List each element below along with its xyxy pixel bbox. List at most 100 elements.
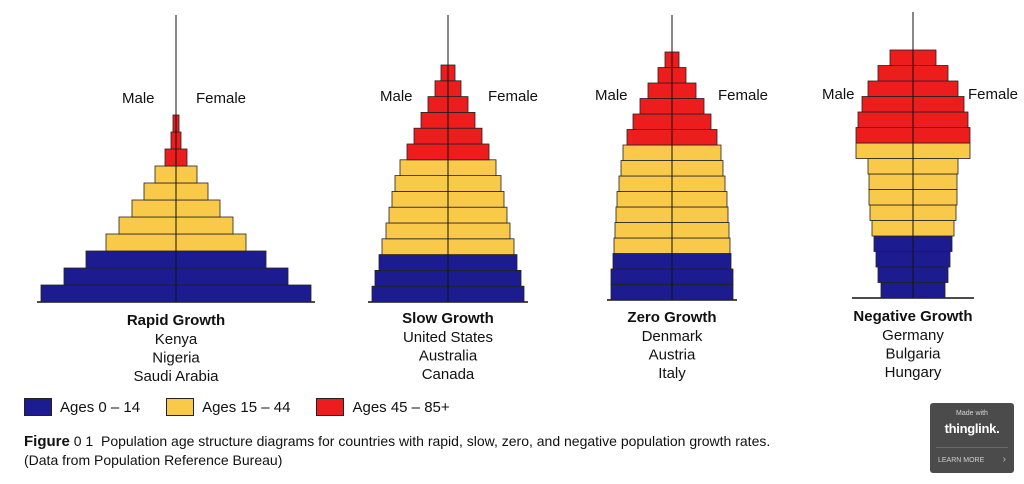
pyramid-bar-female (671, 113, 712, 130)
figure-number: 0 1 (73, 433, 94, 449)
pyramid-bar-male (632, 113, 673, 130)
pyramid-bar-male (615, 206, 673, 223)
country-label: Australia (419, 348, 478, 365)
pyramid-bar-male (664, 51, 673, 68)
country-label: Italy (658, 365, 686, 382)
pyramid-bar-male (170, 131, 177, 150)
pyramid-bar-female (912, 266, 949, 283)
pyramid-bar-male (131, 199, 177, 218)
pyramid-bar-male (889, 49, 914, 66)
pyramid-title: Zero Growth (627, 309, 716, 326)
pyramid-bar-male (118, 216, 177, 235)
pyramid-bar-female (447, 143, 490, 161)
pyramid-bar-male (164, 148, 177, 167)
pyramid-bar-female (447, 96, 469, 113)
thinglink-badge[interactable]: Made with thinglink. LEARN MORE › (930, 403, 1014, 473)
country-label: Saudi Arabia (133, 368, 219, 385)
figure-label: Figure (24, 433, 70, 450)
pyramid-bar-female (912, 204, 957, 221)
pyramid-bar-male (855, 142, 914, 159)
figure-caption-text: Population age structure diagrams for co… (24, 433, 771, 468)
pyramid-bar-male (873, 235, 914, 252)
legend-label-adult: Ages 15 – 44 (202, 398, 291, 416)
female-label: Female (488, 88, 538, 105)
pyramid-bar-female (175, 131, 182, 150)
pyramid-bar-male (620, 160, 673, 177)
pyramid-title: Negative Growth (853, 308, 972, 325)
pyramid-bar-male (394, 175, 449, 192)
pyramid-bar-female (447, 159, 497, 177)
badge-learn-more[interactable]: LEARN MORE (938, 457, 985, 464)
country-label: Nigeria (152, 350, 200, 367)
pyramid-bar-male (877, 266, 914, 283)
pyramid-bar-male (867, 80, 914, 97)
pyramid-bar-female (447, 190, 505, 208)
pyramid-bar-female (175, 199, 221, 218)
pyramid-bar-female (671, 175, 726, 192)
pyramid-bar-male (868, 173, 914, 190)
pyramid-bar-male (371, 285, 449, 303)
pyramid-bar-female (175, 182, 209, 201)
pyramid-bar-male (616, 191, 673, 208)
pyramid-bar-female (447, 127, 483, 145)
male-label: Male (380, 88, 413, 105)
pyramid-bar-male (381, 238, 449, 256)
badge-brand: thinglink. (944, 421, 1000, 436)
country-label: Denmark (642, 328, 703, 345)
pyramid-bar-male (391, 190, 449, 208)
pyramid-bar-female (671, 191, 728, 208)
legend-swatch-young (24, 398, 52, 416)
pyramid-bar-female (912, 80, 959, 97)
pyramid-bar-male (613, 237, 673, 254)
pyramid-bar-female (175, 233, 247, 252)
pyramid-bar-female (671, 253, 732, 270)
country-label: Canada (422, 366, 475, 383)
pyramid-bar-male (880, 282, 914, 299)
pyramid-bar-female (447, 64, 456, 82)
pyramid-bar-female (671, 237, 731, 254)
pyramid-bar-female (175, 267, 289, 286)
pyramid-bar-female (671, 129, 718, 146)
country-label: Austria (649, 347, 696, 364)
pyramid-bar-female (671, 268, 734, 285)
pyramid-charts: Male Female Rapid Growth Kenya NigeriaSaudi … (37, 12, 1018, 385)
pyramid-bar-female (671, 284, 734, 301)
pyramid-bar-male (871, 220, 914, 237)
male-label: Male (822, 86, 855, 103)
pyramid-bar-female (912, 220, 955, 237)
country-label: Germany (882, 327, 944, 344)
pyramid-bar-male (861, 96, 914, 113)
pyramid-bar-male (154, 165, 177, 184)
pyramid-bar-male (877, 65, 914, 82)
pyramid-bar-male (388, 206, 449, 224)
pyramid-bar-female (447, 285, 525, 303)
pyramid-bar-female (447, 175, 502, 192)
pyramid-bar-female (912, 282, 946, 299)
pyramid-bar-male (434, 80, 449, 98)
pyramid-bar-male (657, 67, 673, 84)
pyramid-bar-male (399, 159, 449, 177)
badge-divider (936, 447, 1008, 448)
pyramid-bar-female (175, 165, 198, 184)
pyramid-bar-female (447, 112, 476, 129)
pyramid-bar-male (639, 98, 673, 115)
pyramid-bar-female (912, 235, 953, 252)
legend-label-young: Ages 0 – 14 (60, 398, 141, 416)
pyramid-bar-female (671, 98, 705, 115)
pyramid-bar-male (406, 143, 449, 161)
legend: Ages 0 – 14 Ages 15 – 44 Ages 45 – 85+ (24, 398, 476, 416)
female-label: Female (196, 90, 246, 107)
pyramid-bar-female (671, 67, 687, 84)
female-label: Female (718, 87, 768, 104)
country-label: Bulgaria (885, 346, 941, 363)
pyramid-bar-female (447, 238, 515, 256)
pyramid-bar-female (912, 158, 959, 175)
pyramid-bar-female (671, 144, 722, 161)
pyramid-bar-male (869, 204, 914, 221)
pyramid-bar-female (447, 206, 508, 224)
pyramid-bar-female (447, 80, 462, 98)
pyramid-bar-male (440, 64, 449, 82)
pyramid-bar-male (374, 269, 449, 287)
pyramid-bar-male (868, 189, 914, 206)
country-label: United States (403, 329, 493, 346)
